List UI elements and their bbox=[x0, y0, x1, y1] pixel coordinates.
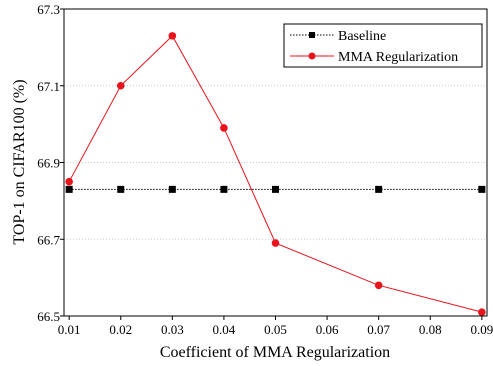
baseline-series bbox=[65, 185, 486, 193]
data-point bbox=[65, 177, 73, 186]
x-tick-label: 0.05 bbox=[264, 322, 287, 337]
x-tick-label: 0.02 bbox=[109, 322, 132, 337]
data-point bbox=[168, 185, 176, 193]
y-tick-label: 66.9 bbox=[37, 156, 60, 171]
x-axis: 0.01 0.02 0.03 0.04 0.05 0.06 0.07 0.08 0.09 bbox=[58, 316, 493, 337]
y-tick-label: 67.1 bbox=[37, 79, 60, 94]
data-point bbox=[272, 185, 279, 193]
data-point bbox=[117, 185, 125, 193]
legend-baseline-marker bbox=[309, 32, 315, 38]
data-point bbox=[478, 185, 486, 193]
legend: Baseline MMA Regularization bbox=[283, 23, 483, 68]
x-tick-label: 0.09 bbox=[470, 322, 493, 337]
x-axis-title: Coefficient of MMA Regularization bbox=[160, 344, 390, 361]
data-point bbox=[168, 32, 177, 40]
y-tick-label: 66.5 bbox=[37, 309, 60, 324]
y-tick-label: 66.7 bbox=[37, 232, 60, 247]
data-point bbox=[375, 185, 383, 193]
legend-baseline-label: Baseline bbox=[338, 29, 386, 44]
x-tick-label: 0.04 bbox=[213, 322, 236, 337]
legend-mma-marker bbox=[308, 52, 316, 60]
data-point bbox=[116, 81, 125, 90]
x-tick-label: 0.08 bbox=[419, 322, 442, 337]
gridlines bbox=[64, 85, 487, 240]
data-point bbox=[220, 124, 228, 132]
data-point bbox=[374, 281, 383, 290]
data-point bbox=[271, 239, 280, 247]
mma-series bbox=[65, 32, 486, 316]
data-point bbox=[65, 185, 73, 193]
data-point bbox=[478, 308, 486, 316]
legend-mma-label: MMA Regularization bbox=[338, 50, 458, 65]
series-line bbox=[68, 35, 482, 313]
x-tick-label: 0.06 bbox=[316, 322, 339, 337]
x-tick-label: 0.03 bbox=[161, 322, 184, 337]
data-point bbox=[220, 185, 228, 193]
y-axis: 66.5 66.7 66.9 67.1 67.3 bbox=[37, 2, 64, 324]
legend-box bbox=[283, 23, 483, 68]
y-axis-title: TOP-1 on CIFAR100 (%) bbox=[11, 79, 28, 244]
x-tick-label: 0.07 bbox=[367, 322, 390, 337]
y-tick-label: 67.3 bbox=[37, 2, 60, 17]
x-tick-label: 0.01 bbox=[58, 322, 81, 337]
